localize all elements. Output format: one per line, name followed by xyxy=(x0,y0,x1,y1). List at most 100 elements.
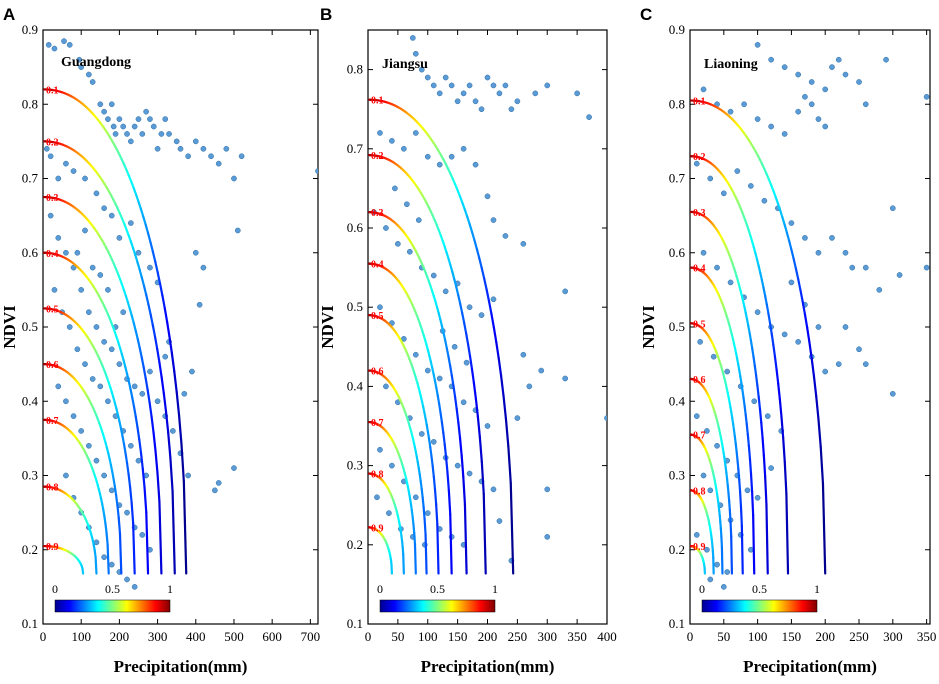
contour-label: 0.5 xyxy=(693,319,706,330)
scatter-point xyxy=(131,383,138,390)
scatter-point xyxy=(51,45,58,52)
scatter-point xyxy=(185,472,191,479)
scatter-point xyxy=(454,98,461,105)
contour-label: 0.4 xyxy=(371,260,384,271)
scatter-point xyxy=(406,248,413,255)
plot-area xyxy=(690,42,930,590)
scatter-point xyxy=(108,487,115,494)
contour-line xyxy=(368,472,405,575)
scatter-point xyxy=(490,82,497,89)
scatter-point xyxy=(484,74,491,81)
scatter-point xyxy=(856,346,862,353)
plot-area xyxy=(43,38,318,590)
scatter-point xyxy=(484,423,491,429)
scatter-point xyxy=(231,465,237,471)
scatter-point xyxy=(85,309,92,315)
contour-label: 0.2 xyxy=(371,151,384,162)
scatter-point xyxy=(105,398,111,405)
scatter-point xyxy=(200,264,207,271)
contour-label: 0.4 xyxy=(46,249,59,260)
contour-line xyxy=(690,322,744,575)
scatter-point xyxy=(502,82,509,89)
scatter-point xyxy=(108,561,115,568)
scatter-point xyxy=(63,472,69,479)
scatter-point xyxy=(508,106,515,113)
contour-line xyxy=(43,544,85,575)
scatter-point xyxy=(70,413,77,419)
scatter-point xyxy=(177,145,184,152)
scatter-point xyxy=(714,442,720,449)
x-tick-label: 300 xyxy=(148,629,168,644)
scatter-point xyxy=(150,123,157,130)
scatter-point xyxy=(466,304,473,311)
scatter-point xyxy=(85,71,92,78)
scatter-point xyxy=(377,446,383,453)
scatter-point xyxy=(544,82,551,89)
scatter-point xyxy=(74,346,81,353)
contour-line xyxy=(43,485,98,575)
scatter-point xyxy=(532,90,539,97)
y-tick-label: 0.6 xyxy=(669,245,686,260)
scatter-point xyxy=(105,116,111,122)
plot-frame xyxy=(689,29,931,625)
x-tick-label: 50 xyxy=(391,629,404,644)
scatter-point xyxy=(829,64,835,70)
scatter-point xyxy=(764,413,771,419)
scatter-point xyxy=(139,131,146,137)
contour-line xyxy=(43,307,136,575)
scatter-point xyxy=(466,82,473,89)
scatter-point xyxy=(514,98,521,105)
x-tick-label: 250 xyxy=(849,629,869,644)
y-tick-label: 0.1 xyxy=(22,616,38,631)
scatter-point xyxy=(154,398,161,405)
y-tick-label: 0.7 xyxy=(347,141,364,156)
scatter-point xyxy=(185,153,191,160)
colorbar-tick-label: 1 xyxy=(814,582,820,596)
scatter-point xyxy=(781,331,788,338)
scatter-point xyxy=(147,116,153,122)
scatter-point xyxy=(751,398,758,405)
scatter-point xyxy=(135,116,142,122)
y-tick-label: 0.3 xyxy=(22,468,38,483)
x-tick-label: 100 xyxy=(71,629,91,644)
x-tick-label: 50 xyxy=(717,629,730,644)
scatter-point xyxy=(418,66,425,73)
scatter-point xyxy=(231,175,237,182)
scatter-point xyxy=(70,168,77,174)
scatter-point xyxy=(700,472,707,479)
scatter-point xyxy=(876,287,883,293)
scatter-point xyxy=(720,190,727,197)
contour-label: 0.3 xyxy=(46,193,59,204)
scatter-point xyxy=(520,240,527,247)
scatter-point xyxy=(234,227,241,234)
contour-line xyxy=(690,489,715,575)
region-title: Liaoning xyxy=(704,57,758,72)
scatter-point xyxy=(45,42,52,48)
y-tick-label: 0.5 xyxy=(22,319,38,334)
scatter-point xyxy=(135,457,142,464)
scatter-point xyxy=(822,123,829,130)
scatter-point xyxy=(162,353,169,360)
scatter-point xyxy=(139,532,146,538)
scatter-point xyxy=(131,123,138,130)
scatter-point xyxy=(120,309,127,315)
colorbar-tick-label: 0.5 xyxy=(752,582,767,596)
scatter-point xyxy=(82,175,88,182)
scatter-point xyxy=(409,35,416,41)
scatter-point xyxy=(403,201,410,208)
contour-label: 0.8 xyxy=(693,486,706,497)
scatter-point xyxy=(724,569,731,575)
contour-line xyxy=(690,544,706,575)
scatter-point xyxy=(842,249,849,256)
scatter-point xyxy=(47,212,54,219)
scatter-point xyxy=(78,287,85,293)
contour-line xyxy=(43,418,110,575)
scatter-point xyxy=(693,532,700,538)
contour-line xyxy=(43,88,188,575)
scatter-point xyxy=(710,353,717,360)
scatter-point xyxy=(192,138,199,145)
scatter-point xyxy=(147,264,153,271)
x-tick-label: 200 xyxy=(815,629,835,644)
scatter-point xyxy=(544,534,551,540)
scatter-point xyxy=(754,309,761,315)
